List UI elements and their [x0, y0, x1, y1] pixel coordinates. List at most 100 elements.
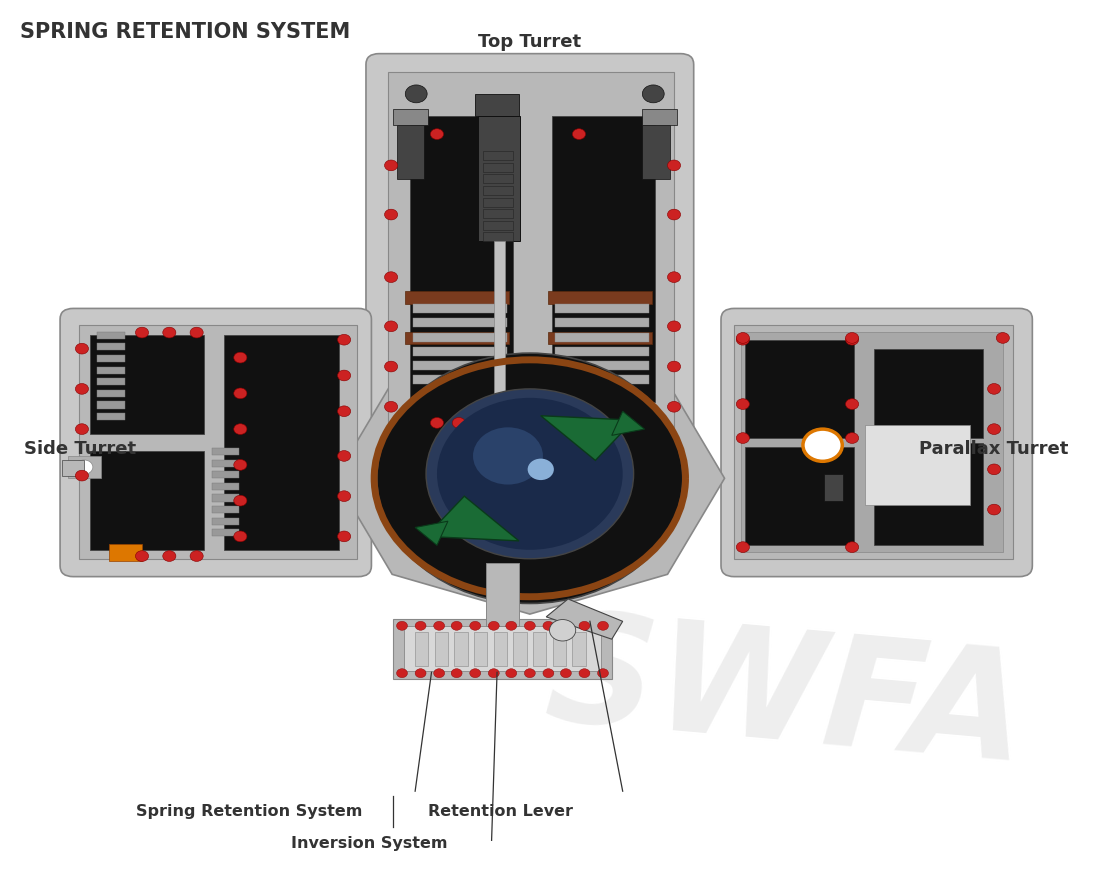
Text: Retention Lever: Retention Lever	[428, 805, 573, 819]
Bar	[212, 448, 239, 455]
Circle shape	[668, 160, 681, 171]
Circle shape	[385, 361, 397, 372]
Circle shape	[846, 542, 859, 552]
Bar	[549, 332, 652, 344]
Bar	[494, 632, 507, 666]
Bar	[405, 332, 509, 344]
Circle shape	[846, 433, 859, 443]
Circle shape	[528, 459, 554, 480]
Circle shape	[736, 433, 749, 443]
Bar	[734, 325, 1013, 559]
Bar	[553, 632, 565, 666]
Bar	[412, 361, 507, 370]
Circle shape	[543, 621, 554, 630]
Circle shape	[385, 209, 397, 220]
Bar	[404, 626, 601, 670]
Circle shape	[76, 460, 92, 474]
Bar	[412, 318, 507, 327]
Circle shape	[234, 388, 246, 399]
Bar	[556, 375, 649, 384]
Bar	[415, 632, 428, 666]
Circle shape	[488, 436, 515, 458]
Bar	[97, 378, 124, 385]
Bar	[866, 425, 970, 505]
Circle shape	[437, 398, 623, 550]
Bar	[556, 304, 649, 313]
Circle shape	[550, 620, 575, 641]
Circle shape	[846, 333, 859, 343]
Circle shape	[234, 531, 246, 542]
Circle shape	[988, 424, 1001, 434]
FancyBboxPatch shape	[366, 54, 694, 447]
Circle shape	[385, 160, 397, 171]
Circle shape	[415, 621, 426, 630]
Bar	[394, 619, 612, 679]
Bar	[394, 109, 428, 125]
Bar	[397, 125, 424, 179]
Circle shape	[846, 399, 859, 409]
Bar	[212, 494, 239, 502]
Circle shape	[234, 352, 246, 363]
Circle shape	[668, 209, 681, 220]
Circle shape	[338, 334, 351, 345]
Circle shape	[988, 384, 1001, 394]
Bar	[556, 347, 649, 356]
Circle shape	[338, 491, 351, 502]
Circle shape	[430, 129, 443, 139]
Bar	[68, 456, 100, 478]
Circle shape	[668, 361, 681, 372]
Circle shape	[803, 429, 843, 461]
Text: Spring Retention System: Spring Retention System	[136, 805, 363, 819]
Circle shape	[433, 621, 444, 630]
Circle shape	[415, 669, 426, 678]
Bar	[212, 471, 239, 478]
Circle shape	[572, 417, 585, 428]
Bar	[454, 632, 467, 666]
Bar	[824, 474, 844, 501]
Circle shape	[579, 669, 590, 678]
Text: SWFA: SWFA	[540, 603, 1033, 792]
Bar	[873, 349, 983, 438]
Bar	[483, 174, 514, 183]
Text: Inversion System: Inversion System	[292, 836, 448, 850]
Bar	[483, 198, 514, 207]
Circle shape	[668, 401, 681, 412]
Bar	[97, 390, 124, 397]
Circle shape	[405, 85, 427, 103]
Circle shape	[525, 621, 536, 630]
Circle shape	[338, 531, 351, 542]
Bar	[388, 72, 674, 429]
Circle shape	[426, 389, 634, 559]
Circle shape	[560, 621, 571, 630]
Text: SPRING RETENTION SYSTEM: SPRING RETENTION SYSTEM	[20, 22, 350, 42]
Circle shape	[430, 417, 443, 428]
Circle shape	[377, 353, 683, 603]
Bar	[483, 232, 514, 241]
Bar	[873, 443, 983, 545]
Circle shape	[525, 669, 536, 678]
Circle shape	[486, 401, 513, 422]
Text: Top Turret: Top Turret	[478, 33, 582, 51]
Bar	[212, 506, 239, 513]
Circle shape	[76, 384, 88, 394]
FancyBboxPatch shape	[720, 308, 1033, 577]
Bar	[212, 460, 239, 467]
Bar	[412, 375, 507, 384]
Circle shape	[988, 504, 1001, 515]
Bar	[486, 563, 519, 626]
Circle shape	[163, 327, 176, 338]
Circle shape	[338, 406, 351, 417]
Bar	[434, 632, 448, 666]
Polygon shape	[415, 521, 448, 545]
Polygon shape	[336, 342, 725, 614]
Circle shape	[506, 621, 517, 630]
Bar	[97, 332, 124, 339]
Bar	[474, 632, 487, 666]
Bar	[483, 186, 514, 195]
Bar	[79, 325, 358, 559]
Circle shape	[736, 333, 749, 343]
Circle shape	[736, 542, 749, 552]
Bar	[412, 333, 507, 342]
Bar	[212, 518, 239, 525]
Circle shape	[234, 424, 246, 434]
